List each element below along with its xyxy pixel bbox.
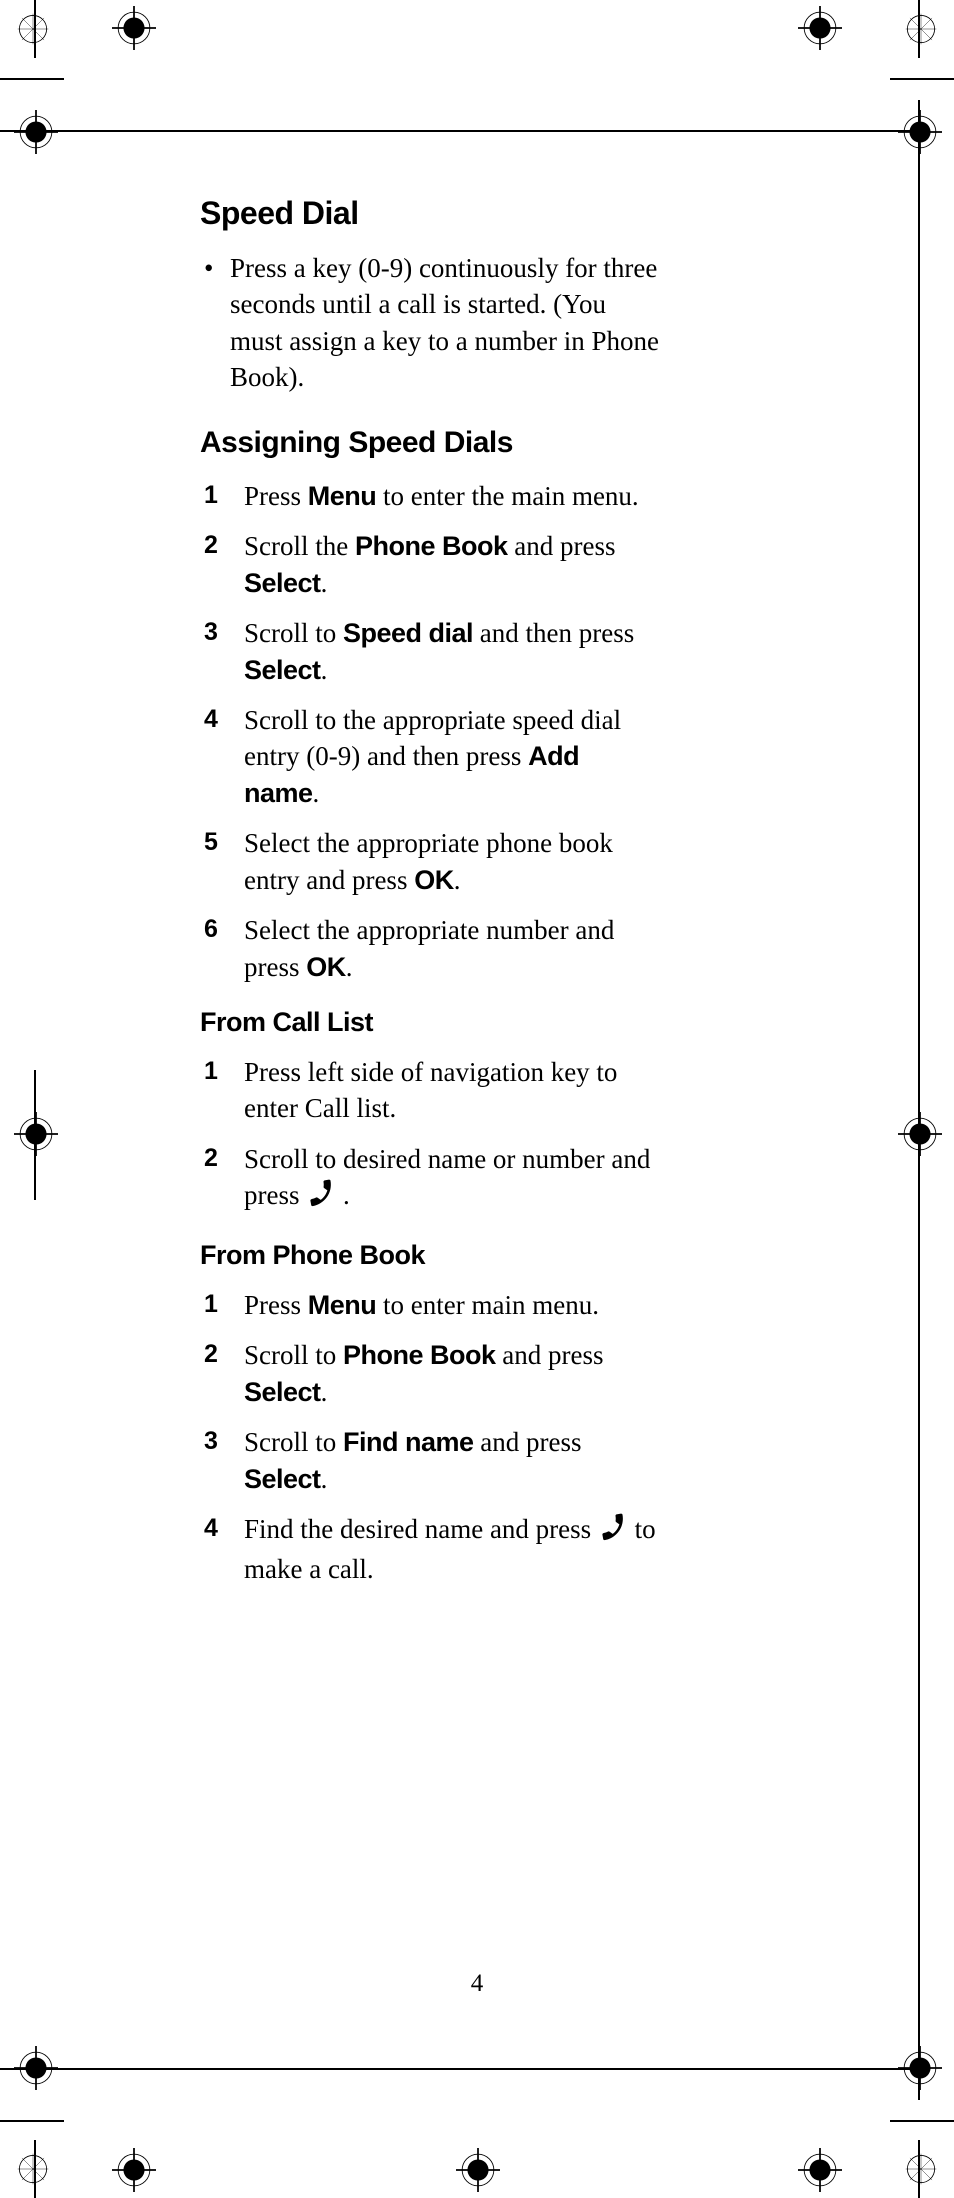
step-item: 5 Select the appropriate phone book entry… [200, 825, 660, 898]
step-text: Find the desired name and press to make … [244, 1514, 656, 1584]
step-text: Select the appropriate number and press … [244, 915, 614, 981]
ui-button-label: Phone Book [343, 1340, 496, 1370]
registration-mark-icon [898, 2046, 942, 2090]
step-number: 2 [204, 529, 218, 563]
registration-mark-icon [112, 2148, 156, 2192]
ui-button-label: Select [244, 568, 321, 598]
step-text: Press left side of navigation key to ent… [244, 1057, 617, 1123]
ui-button-label: Menu [308, 1290, 377, 1320]
registration-mark-icon [14, 1112, 58, 1156]
step-text: Scroll to Speed dial and then press Sele… [244, 618, 634, 684]
phonebook-title: From Phone Book [200, 1240, 660, 1271]
step-text: Scroll to the appropriate speed dial ent… [244, 705, 621, 808]
bullet-item: Press a key (0-9) continuously for three… [200, 250, 660, 396]
step-item: 2 Scroll the Phone Book and press Select. [200, 528, 660, 601]
crop-line [0, 2068, 920, 2070]
ui-button-label: Select [244, 1377, 321, 1407]
crop-line [0, 2120, 64, 2122]
crop-line [918, 100, 920, 1162]
step-number: 5 [204, 826, 218, 860]
step-number: 1 [204, 1055, 218, 1089]
section-title: Speed Dial [200, 195, 660, 232]
registration-mark-icon [898, 110, 942, 154]
step-text: Press Menu to enter the main menu. [244, 481, 639, 511]
step-item: 3 Scroll to Speed dial and then press Sel… [200, 615, 660, 688]
step-number: 2 [204, 1338, 218, 1372]
step-text: Scroll to Find name and press Select. [244, 1427, 582, 1493]
registration-mark-icon [904, 12, 938, 46]
step-item: 2 Scroll to desired name or number and pr… [200, 1141, 660, 1218]
crop-line [0, 78, 64, 80]
registration-mark-icon [16, 12, 50, 46]
ui-button-label: Select [244, 1464, 321, 1494]
content-area: Speed Dial Press a key (0-9) continuousl… [200, 195, 660, 1602]
step-text: Press Menu to enter main menu. [244, 1290, 599, 1320]
step-text: Scroll to desired name or number and pre… [244, 1144, 650, 1210]
step-number: 3 [204, 1425, 218, 1459]
phone-icon [306, 1178, 336, 1217]
step-number: 4 [204, 703, 218, 737]
crop-line [890, 78, 954, 80]
step-item: 1 Press Menu to enter main menu. [200, 1287, 660, 1323]
ui-button-label: OK [414, 865, 454, 895]
registration-mark-icon [14, 110, 58, 154]
registration-mark-icon [798, 6, 842, 50]
step-number: 4 [204, 1512, 218, 1546]
registration-mark-icon [14, 2046, 58, 2090]
assigning-steps: 1 Press Menu to enter the main menu. 2 Scro… [200, 478, 660, 985]
page-number: 4 [0, 1970, 954, 1998]
ui-button-label: Phone Book [355, 531, 508, 561]
phonebook-steps: 1 Press Menu to enter main menu. 2 Scroll t… [200, 1287, 660, 1588]
crop-line [918, 1038, 920, 2100]
step-item: 2 Scroll to Phone Book and press Select. [200, 1337, 660, 1410]
ui-button-label: Find name [343, 1427, 474, 1457]
step-text: Scroll the Phone Book and press Select. [244, 531, 615, 597]
step-item: 6 Select the appropriate number and press… [200, 912, 660, 985]
assigning-title: Assigning Speed Dials [200, 426, 660, 460]
calllist-steps: 1 Press left side of navigation key to en… [200, 1054, 660, 1218]
step-item: 3 Scroll to Find name and press Select. [200, 1424, 660, 1497]
crop-line [0, 130, 920, 132]
bullet-list: Press a key (0-9) continuously for three… [200, 250, 660, 396]
registration-mark-icon [898, 1112, 942, 1156]
step-number: 1 [204, 479, 218, 513]
step-number: 3 [204, 616, 218, 650]
ui-button-label: Speed dial [343, 618, 473, 648]
step-number: 2 [204, 1142, 218, 1176]
ui-button-label: Select [244, 655, 321, 685]
step-item: 4 Scroll to the appropriate speed dial en… [200, 702, 660, 811]
registration-mark-icon [798, 2148, 842, 2192]
step-item: 1 Press left side of navigation key to en… [200, 1054, 660, 1127]
crop-line [890, 2120, 954, 2122]
registration-mark-icon [904, 2152, 938, 2186]
registration-mark-icon [112, 6, 156, 50]
calllist-title: From Call List [200, 1007, 660, 1038]
ui-button-label: Add name [244, 741, 579, 807]
registration-mark-icon [456, 2148, 500, 2192]
page: Speed Dial Press a key (0-9) continuousl… [0, 0, 954, 2198]
step-item: 4 Find the desired name and press to make… [200, 1511, 660, 1588]
registration-mark-icon [16, 2152, 50, 2186]
step-text: Scroll to Phone Book and press Select. [244, 1340, 604, 1406]
step-number: 6 [204, 913, 218, 947]
step-number: 1 [204, 1288, 218, 1322]
step-item: 1 Press Menu to enter the main menu. [200, 478, 660, 514]
ui-button-label: Menu [308, 481, 377, 511]
ui-button-label: OK [306, 952, 346, 982]
step-text: Select the appropriate phone book entry … [244, 828, 613, 894]
phone-icon [598, 1512, 628, 1551]
